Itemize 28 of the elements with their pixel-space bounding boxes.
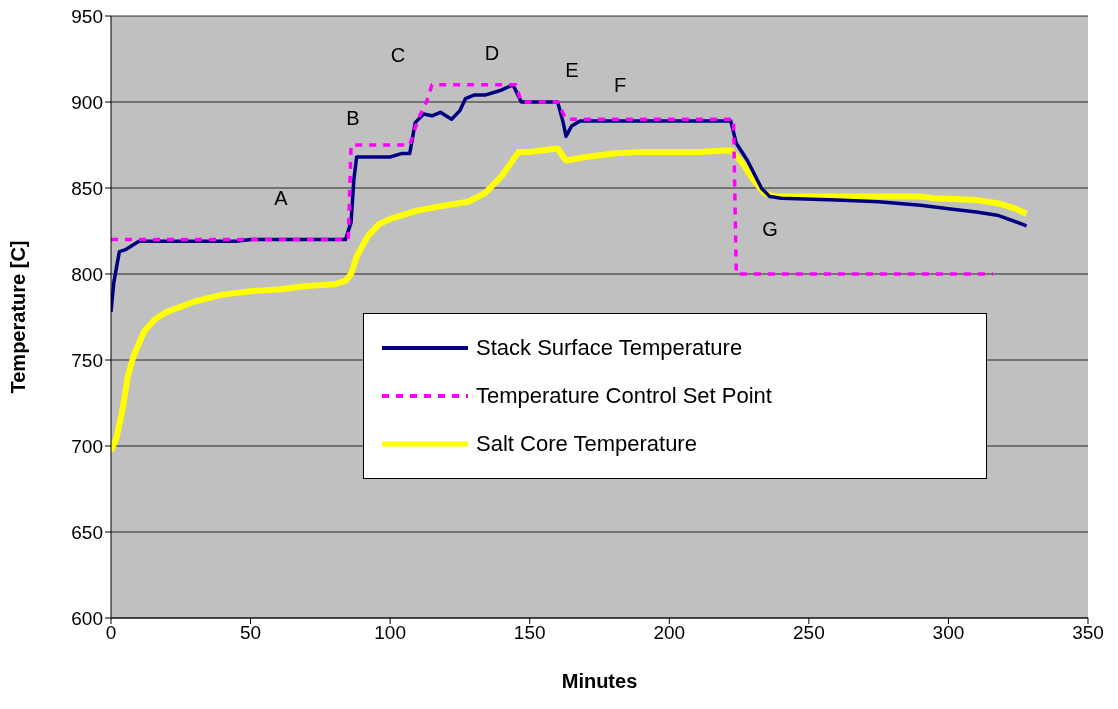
- x-tick-label: 100: [374, 622, 406, 644]
- legend-label: Temperature Control Set Point: [476, 383, 772, 409]
- x-tick-label: 150: [513, 622, 546, 644]
- y-tick-label: 650: [71, 521, 103, 543]
- x-axis-title: Minutes: [561, 670, 638, 692]
- x-tick-label: 50: [240, 622, 262, 644]
- x-tick-label: 300: [932, 622, 965, 644]
- annotation: A: [274, 186, 288, 210]
- annotation: D: [484, 41, 500, 65]
- x-tick-label: 350: [1072, 622, 1104, 644]
- y-tick-label: 900: [71, 91, 103, 113]
- legend-label: Stack Surface Temperature: [476, 335, 743, 361]
- annotation: F: [613, 73, 627, 97]
- y-tick-label: 800: [71, 263, 103, 285]
- annotation: G: [762, 217, 778, 241]
- y-tick-label: 600: [71, 607, 103, 629]
- x-tick-label: 250: [793, 622, 825, 644]
- annotation: B: [346, 106, 360, 130]
- y-tick-label: 700: [71, 435, 103, 457]
- x-tick-label: 0: [105, 622, 117, 644]
- legend-label: Salt Core Temperature: [476, 431, 697, 457]
- y-tick-label: 750: [71, 349, 103, 371]
- annotation: E: [565, 58, 579, 82]
- x-tick-label: 200: [653, 622, 686, 644]
- annotation: C: [390, 43, 406, 67]
- y-tick-label: 850: [71, 177, 103, 199]
- y-axis-title: Temperature [C]: [7, 240, 30, 394]
- y-tick-label: 950: [71, 5, 103, 27]
